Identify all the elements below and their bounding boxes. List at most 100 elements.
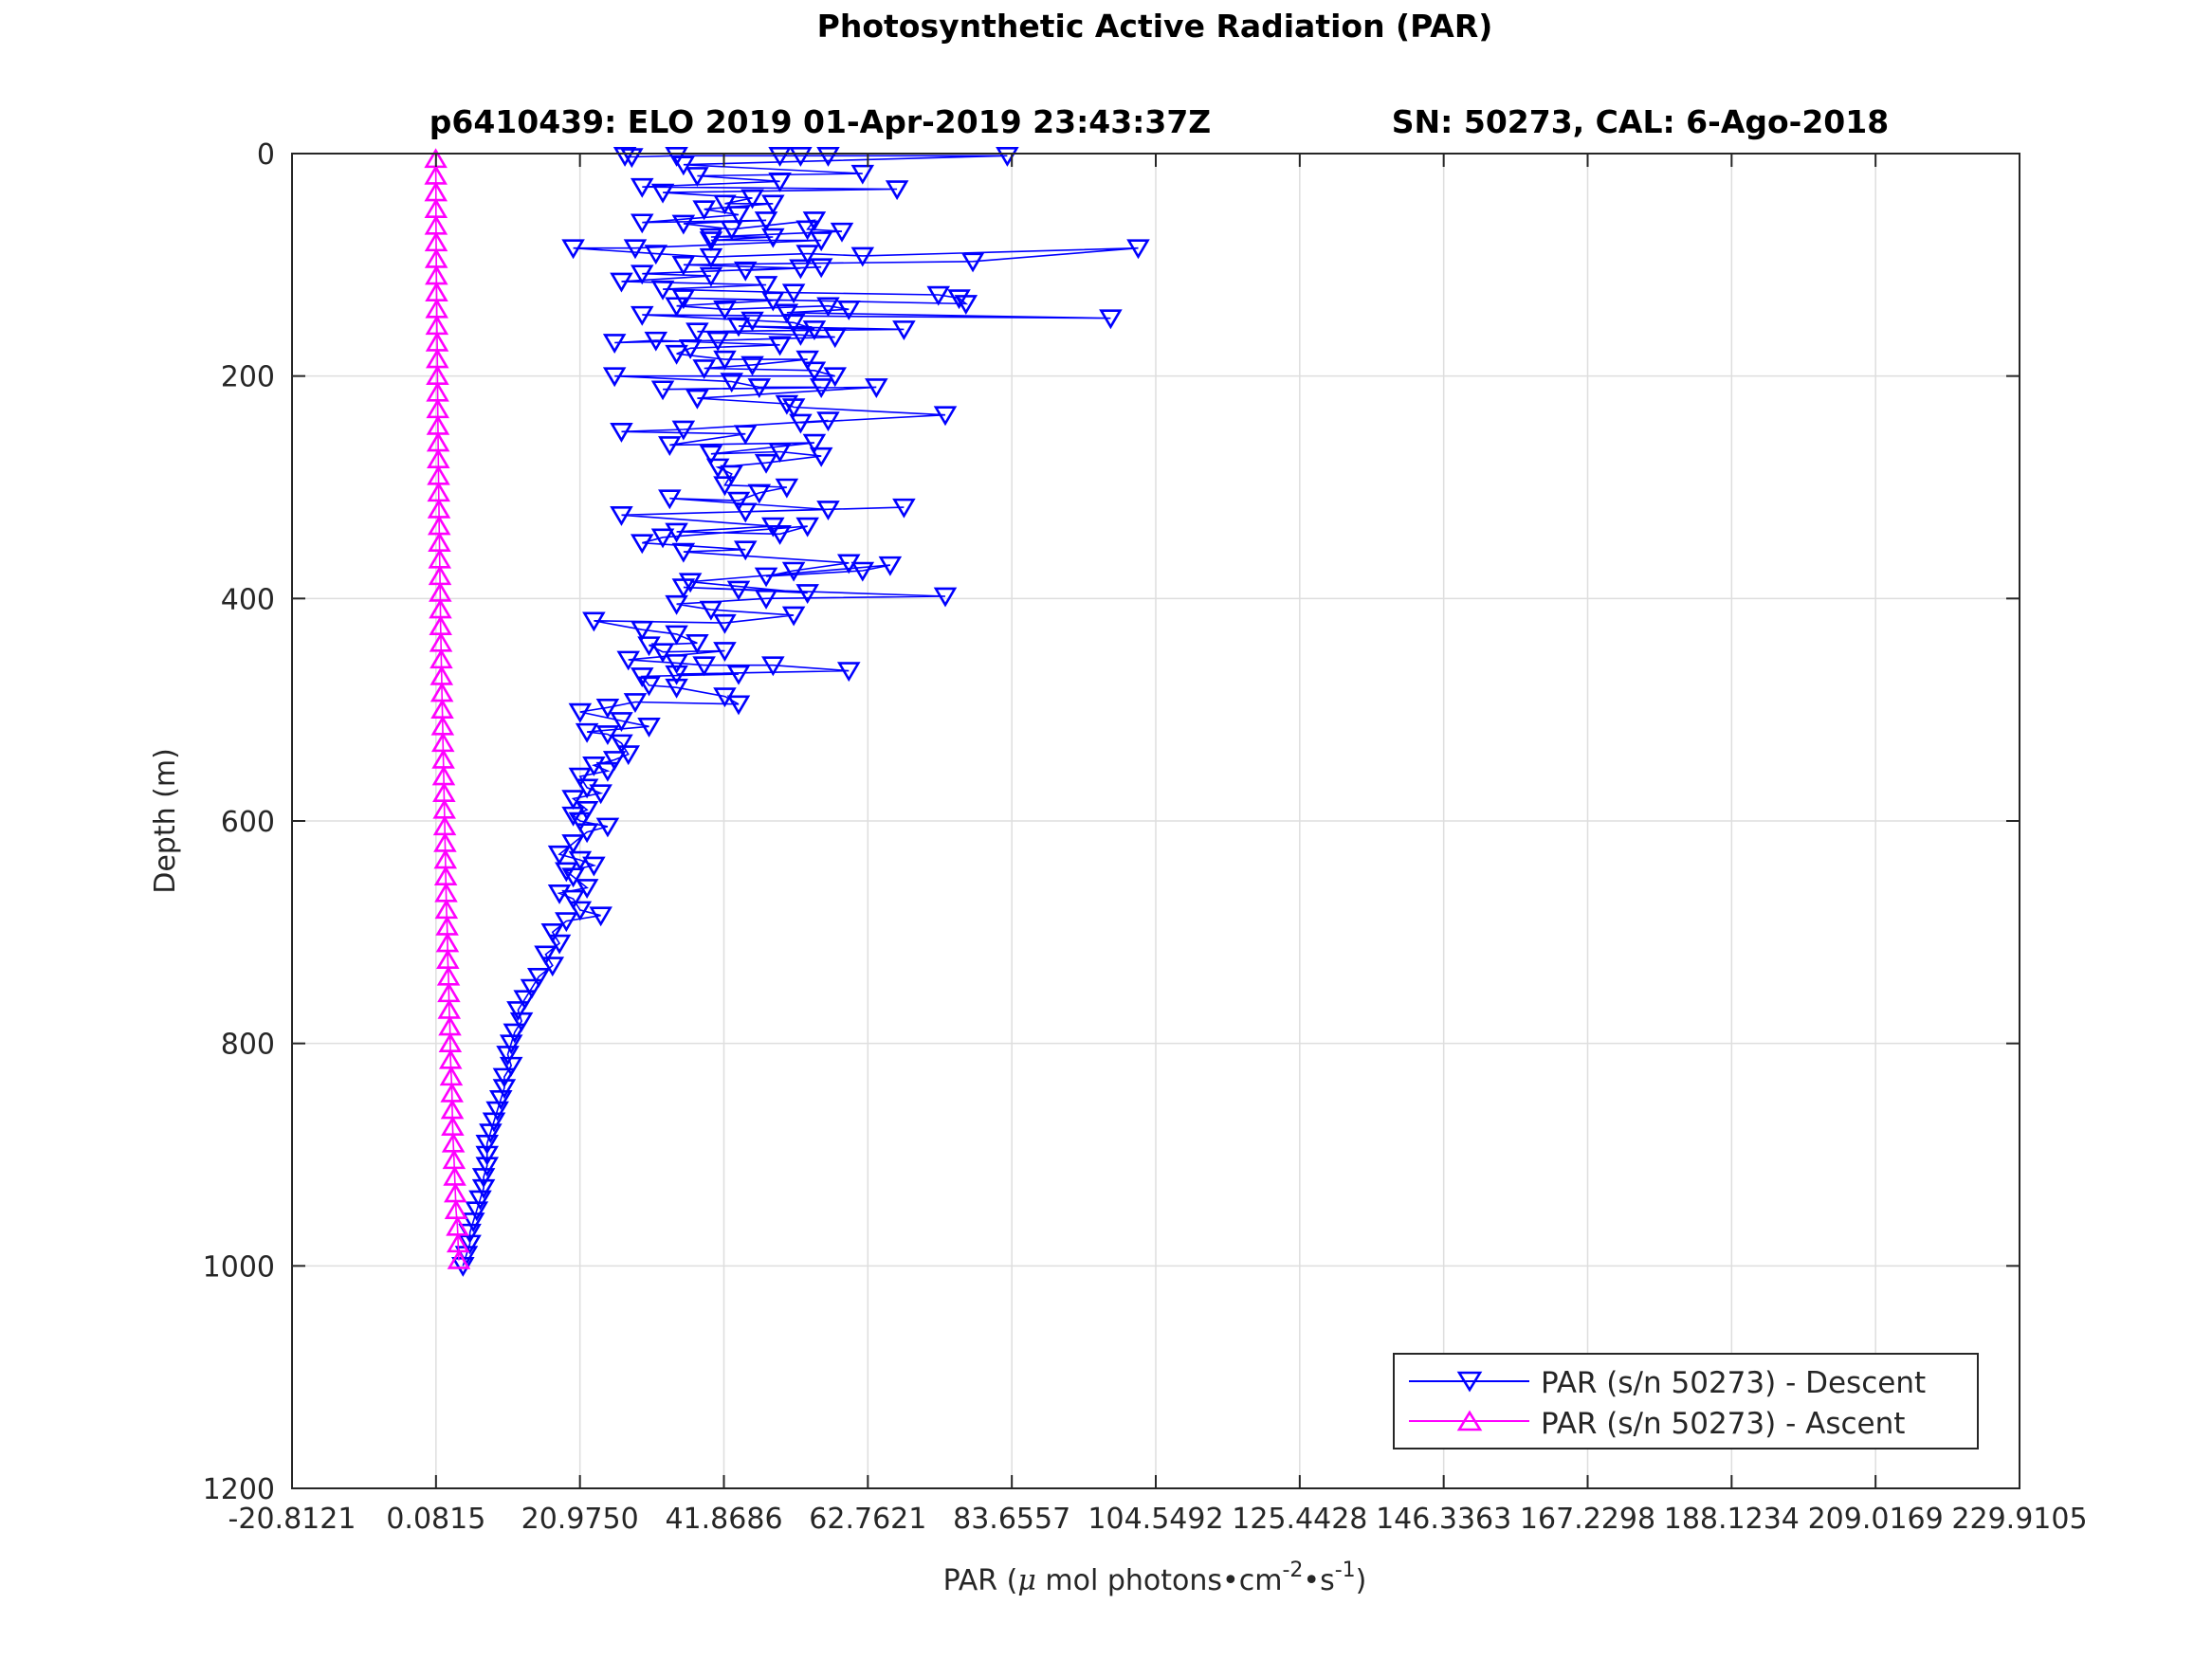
y-tick-label: 0 (257, 138, 275, 172)
descent-data-point (802, 433, 827, 454)
ascent-data-point (435, 915, 459, 936)
x-tick-label: -20.8121 (229, 1503, 356, 1536)
x-tick-label: 62.7621 (809, 1503, 926, 1536)
descent-data-point (802, 361, 827, 382)
descent-data-point (658, 489, 682, 510)
descent-data-point (623, 693, 648, 714)
descent-data-point (671, 578, 696, 599)
descent-data-point (865, 378, 888, 398)
x-axis-label: PAR (μ mol photons•cm-2•s-1) (943, 1559, 1367, 1597)
descent-data-point (547, 845, 572, 866)
x-tick-label: 188.1234 (1664, 1503, 1800, 1536)
descent-data-point (479, 1123, 503, 1144)
descent-data-point (568, 702, 593, 723)
ascent-data-point (426, 348, 449, 369)
x-axis-label-sup1: -2 (1282, 1559, 1303, 1582)
ascent-data-point (429, 581, 452, 602)
ascent-data-point (427, 515, 451, 536)
legend-ascent-marker (1456, 1410, 1483, 1431)
descent-data-point (575, 879, 599, 899)
descent-data-point (699, 247, 723, 268)
ascent-data-point (440, 1082, 464, 1103)
descent-data-point (699, 266, 723, 287)
descent-data-point (816, 147, 840, 167)
descent-data-point (761, 656, 785, 677)
descent-data-point (623, 239, 648, 260)
ascent-data-point (446, 1232, 470, 1253)
x-axis-label-end: ) (1356, 1564, 1367, 1597)
descent-data-point (686, 633, 709, 654)
descent-data-point (686, 322, 709, 343)
ascent-data-point (425, 315, 449, 336)
descent-data-point (650, 380, 675, 401)
ascent-data-point (425, 298, 448, 319)
y-tick-label: 400 (221, 583, 275, 616)
chart-subtitle-left: p6410439: ELO 2019 01-Apr-2019 23:43:37Z (430, 103, 1211, 140)
descent-data-point (733, 502, 758, 523)
y-tick-label: 1200 (203, 1473, 275, 1506)
ascent-data-point (428, 565, 452, 586)
descent-data-point (768, 524, 792, 545)
ascent-data-point (429, 598, 452, 619)
descent-data-point (733, 540, 758, 561)
descent-data-point (1126, 239, 1150, 260)
y-tick-label: 800 (221, 1029, 275, 1062)
descent-data-point (665, 297, 688, 318)
descent-data-point (795, 584, 819, 605)
ascent-data-point (432, 798, 456, 819)
descent-data-point (595, 761, 620, 782)
ascent-data-point (442, 1149, 466, 1170)
ascent-data-point (435, 932, 460, 953)
descent-data-point (561, 806, 585, 827)
descent-data-point (740, 356, 764, 376)
descent-data-point (671, 542, 696, 563)
descent-data-point (713, 613, 737, 634)
ascent-data-point (436, 949, 460, 969)
x-tick-label: 209.0169 (1808, 1503, 1944, 1536)
descent-data-point (781, 561, 806, 582)
descent-data-point (630, 620, 654, 641)
descent-data-point (644, 331, 668, 352)
descent-data-point (665, 654, 688, 674)
descent-data-point (830, 222, 854, 243)
descent-data-point (692, 656, 716, 677)
descent-data-point (733, 261, 758, 282)
descent-data-point (836, 300, 861, 320)
descent-data-point (465, 1201, 489, 1222)
ascent-data-point (447, 1249, 471, 1269)
descent-data-point (754, 567, 778, 588)
descent-data-point (692, 200, 716, 221)
descent-data-point (630, 177, 654, 198)
ascent-data-point (427, 498, 451, 519)
descent-data-point (665, 678, 688, 699)
descent-data-point (705, 331, 730, 352)
ascent-data-point (446, 1215, 469, 1236)
descent-data-point (630, 305, 654, 326)
descent-data-point (885, 180, 909, 201)
descent-data-point (781, 314, 806, 334)
descent-data-point (499, 1056, 523, 1077)
series-descent (451, 147, 1150, 1277)
descent-data-point (816, 411, 840, 432)
descent-data-point (644, 245, 668, 265)
ascent-data-point (441, 1116, 465, 1136)
y-tick-labels: 0 200 400 600 800 1000 1200 (203, 138, 275, 1506)
descent-data-point (575, 722, 599, 743)
chart-subtitle-right: SN: 50273, CAL: 6-Ago-2018 (1392, 103, 1889, 140)
descent-data-point (761, 291, 785, 312)
ascent-data-point (424, 164, 448, 185)
descent-data-point (575, 823, 599, 844)
descent-data-point (610, 423, 633, 443)
axes (291, 153, 2020, 1489)
descent-data-point (671, 256, 696, 276)
descent-data-point (595, 817, 620, 838)
descent-data-point (561, 790, 585, 811)
x-tick-label: 229.9105 (1951, 1503, 2087, 1536)
ascent-data-point (433, 831, 457, 852)
descent-data-point (630, 213, 654, 234)
descent-data-point (630, 264, 654, 285)
descent-data-point (475, 1134, 500, 1155)
x-tick-label: 0.0815 (386, 1503, 485, 1536)
ascent-data-point (430, 699, 454, 719)
descent-data-point (485, 1101, 509, 1121)
